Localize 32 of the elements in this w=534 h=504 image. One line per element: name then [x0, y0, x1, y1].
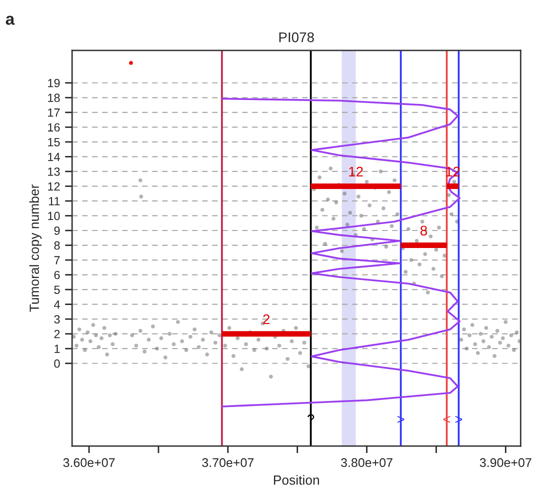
y-tick-label: 6 — [54, 270, 60, 280]
x-tick-label: 3.60e+07 — [63, 458, 115, 468]
y-tick-label: 15 — [48, 138, 60, 146]
x-tick-label: 3.80e+07 — [341, 458, 392, 468]
y-tick-label: 9 — [54, 226, 60, 235]
text: a — [6, 16, 15, 25]
y-tick-label: 17 — [48, 108, 60, 117]
y-tick-label: 4 — [54, 300, 60, 309]
y-tick-label: 18 — [48, 94, 60, 102]
y-axis-title: Tumoral copy number — [29, 184, 42, 312]
chart-title: PI078 — [279, 32, 314, 42]
y-tick-label: 16 — [48, 123, 60, 132]
line-series — [221, 98, 461, 408]
x-axis-title: Position — [274, 475, 319, 485]
annotation: 2 — [263, 314, 270, 324]
y-tick-label: 2 — [54, 330, 60, 338]
y-tick-label: 5 — [54, 286, 60, 294]
y-tick-label: 1 — [54, 344, 60, 353]
x-tick-label: 3.90e+07 — [480, 458, 532, 468]
y-tick-label: 0 — [54, 359, 60, 368]
y-tick-label: 13 — [48, 167, 60, 176]
x-tick-label: 3.70e+07 — [202, 458, 254, 468]
annotation: 8 — [420, 226, 427, 236]
y-tick-label: 8 — [54, 241, 60, 250]
y-tick-label: 11 — [48, 197, 60, 206]
y-tick-label: 12 — [48, 182, 60, 190]
y-tick-label: 14 — [48, 152, 60, 161]
y-tick-label: 7 — [54, 256, 60, 264]
y-tick-label: 3 — [54, 315, 60, 324]
y-tick-label: 10 — [48, 212, 60, 220]
y-tick-label: 19 — [48, 78, 60, 88]
annotation: 12 — [349, 166, 363, 176]
